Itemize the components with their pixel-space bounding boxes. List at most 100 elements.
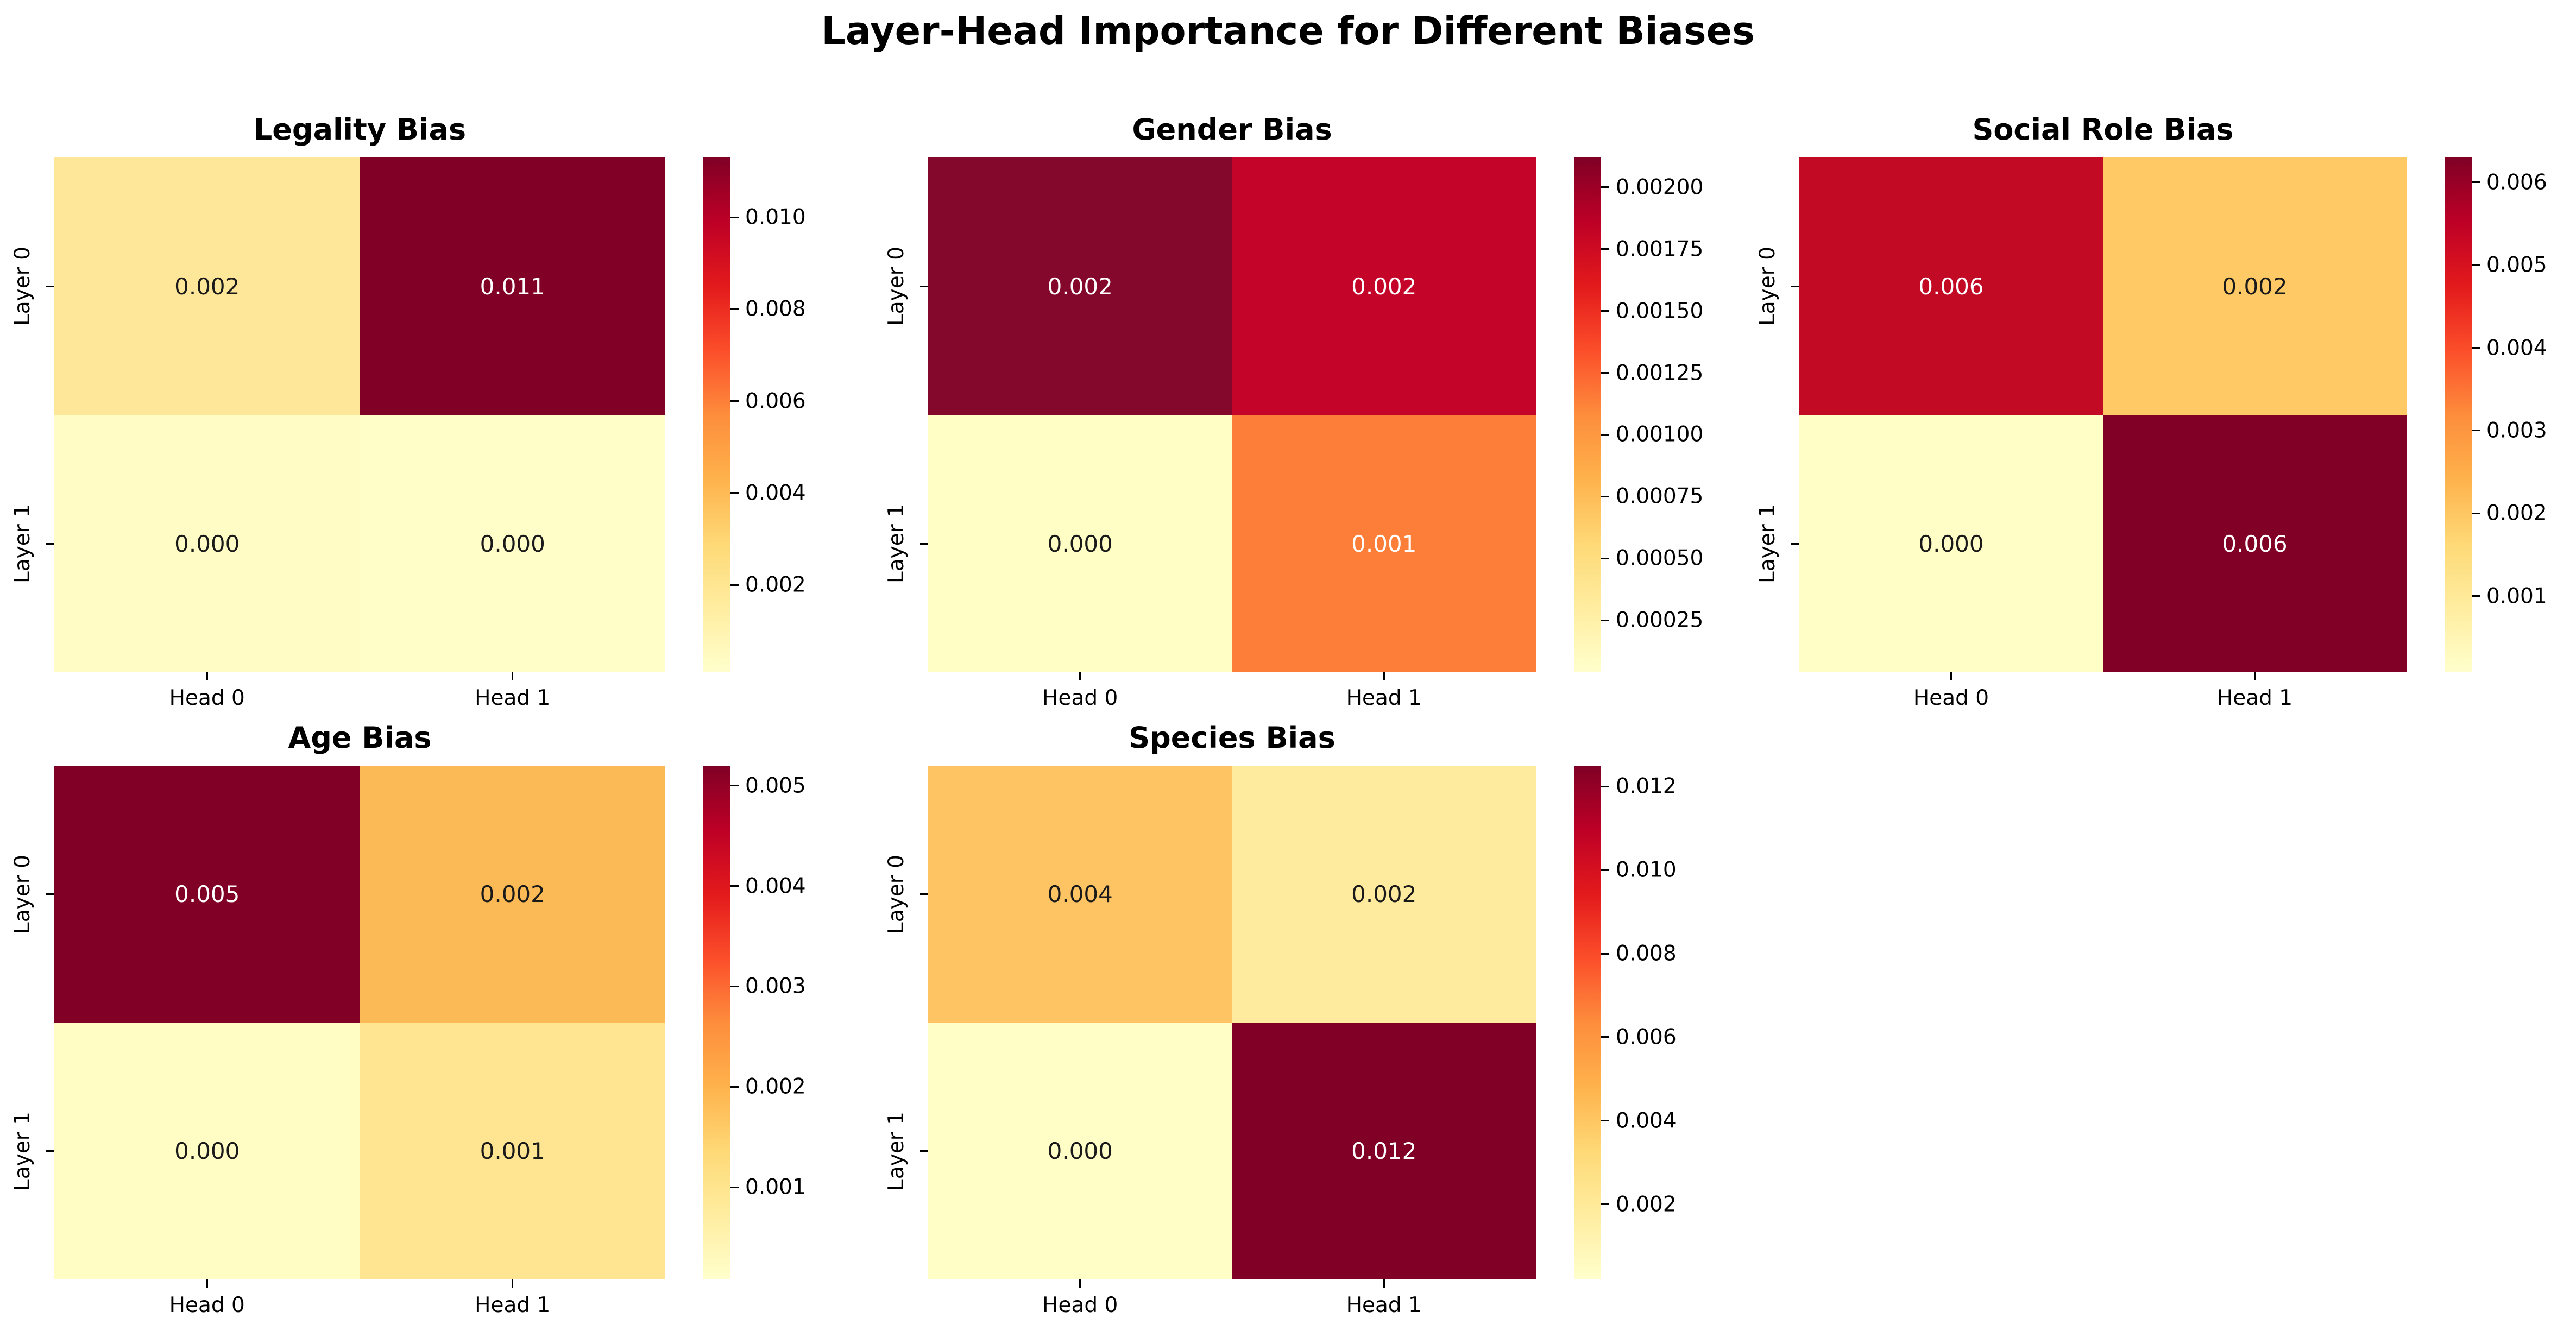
x-tick (1383, 1279, 1385, 1288)
x-axis-label: Head 0 (1042, 686, 1118, 710)
x-axis-label: Head 1 (1346, 1293, 1422, 1317)
colorbar-tick-label: 0.004 (2486, 336, 2547, 361)
colorbar-tick-label: 0.00100 (1616, 422, 1704, 447)
heatmap-cell: 0.001 (1232, 415, 1536, 672)
colorbar-tick (1601, 869, 1609, 871)
y-axis-label: Layer 1 (884, 1111, 909, 1191)
colorbar-tick-label: 0.008 (745, 297, 806, 321)
colorbar-tick (1601, 1036, 1609, 1038)
heatmap-cell: 0.000 (54, 415, 360, 672)
colorbar-social-role-bias (2445, 157, 2472, 672)
colorbar-tick-label: 0.00025 (1616, 608, 1704, 633)
colorbar-tick-label: 0.002 (1616, 1192, 1677, 1217)
heatmap-legality-bias: 0.002 0.011 0.000 0.000 (54, 157, 665, 672)
colorbar-tick-label: 0.001 (745, 1175, 806, 1200)
colorbar-tick (1601, 186, 1609, 188)
x-axis-label: Head 0 (1913, 686, 1989, 710)
colorbar-tick-label: 0.006 (1616, 1025, 1677, 1050)
heatmap-gender-bias: 0.002 0.002 0.000 0.001 (928, 157, 1536, 672)
colorbar-tick (2472, 430, 2480, 432)
heatmap-cell: 0.002 (2103, 157, 2407, 415)
colorbar-tick-label: 0.002 (745, 1074, 806, 1099)
colorbar-tick-label: 0.012 (1616, 774, 1677, 799)
y-tick (920, 285, 928, 287)
heatmap-cell: 0.011 (360, 157, 665, 415)
panel-title-legality-bias: Legality Bias (253, 112, 467, 147)
colorbar-tick (730, 985, 739, 987)
colorbar-tick-label: 0.002 (745, 572, 806, 597)
colorbar-tick-label: 0.003 (745, 974, 806, 999)
heatmap-species-bias: 0.004 0.002 0.000 0.012 (928, 766, 1536, 1279)
heatmap-cell: 0.005 (54, 766, 360, 1023)
colorbar-tick (2472, 512, 2480, 514)
colorbar-tick (1601, 248, 1609, 250)
heatmap-cell: 0.000 (1799, 415, 2103, 672)
y-axis-label: Layer 0 (884, 247, 909, 326)
colorbar-tick (1601, 785, 1609, 787)
heatmap-cell: 0.006 (2103, 415, 2407, 672)
heatmap-cell: 0.000 (54, 1023, 360, 1279)
x-tick (206, 672, 208, 680)
colorbar-species-bias (1574, 766, 1601, 1279)
x-axis-label: Head 1 (475, 1293, 551, 1317)
y-axis-label: Layer 0 (1755, 247, 1780, 326)
panel-title-social-role-bias: Social Role Bias (1972, 112, 2234, 147)
x-axis-label: Head 0 (169, 1293, 245, 1317)
x-axis-label: Head 0 (1042, 1293, 1118, 1317)
colorbar-tick-label: 0.003 (2486, 418, 2547, 443)
colorbar-tick-label: 0.005 (2486, 253, 2547, 278)
x-tick (2254, 672, 2256, 680)
colorbar-tick-label: 0.006 (745, 389, 806, 414)
colorbar-tick (1601, 310, 1609, 312)
colorbar-tick-label: 0.008 (1616, 941, 1677, 966)
heatmap-cell: 0.002 (54, 157, 360, 415)
heatmap-cell: 0.012 (1232, 1023, 1536, 1279)
colorbar-tick (1601, 953, 1609, 955)
colorbar-tick (1601, 557, 1609, 559)
y-tick (920, 1150, 928, 1152)
y-axis-label: Layer 0 (10, 854, 35, 934)
colorbar-tick-label: 0.010 (1616, 857, 1677, 882)
colorbar-tick (730, 216, 739, 218)
colorbar-tick-label: 0.00175 (1616, 237, 1704, 262)
colorbar-tick (1601, 619, 1609, 621)
y-axis-label: Layer 1 (1755, 504, 1780, 583)
heatmap-cell: 0.002 (928, 157, 1232, 415)
colorbar-tick (2472, 347, 2480, 349)
colorbar-tick (2472, 264, 2480, 266)
heatmap-cell: 0.004 (928, 766, 1232, 1023)
colorbar-tick-label: 0.004 (745, 874, 806, 899)
panel-title-age-bias: Age Bias (288, 721, 432, 755)
x-tick (1950, 672, 1952, 680)
heatmap-cell: 0.001 (360, 1023, 665, 1279)
x-tick (512, 672, 514, 680)
x-tick (1079, 1279, 1081, 1288)
colorbar-age-bias (703, 766, 730, 1279)
y-tick (1791, 543, 1799, 545)
y-tick (46, 543, 54, 545)
heatmap-cell: 0.002 (360, 766, 665, 1023)
heatmap-cell: 0.002 (1232, 157, 1536, 415)
heatmap-cell: 0.002 (1232, 766, 1536, 1023)
colorbar-gender-bias (1574, 157, 1601, 672)
colorbar-tick (730, 400, 739, 402)
y-axis-label: Layer 0 (10, 247, 35, 326)
x-axis-label: Head 1 (2216, 686, 2293, 710)
panel-title-species-bias: Species Bias (1129, 721, 1336, 755)
colorbar-tick (730, 584, 739, 586)
y-axis-label: Layer 1 (10, 1111, 35, 1191)
colorbar-tick-label: 0.00050 (1616, 546, 1704, 571)
colorbar-tick (730, 785, 739, 787)
y-tick (920, 543, 928, 545)
colorbar-tick-label: 0.00125 (1616, 361, 1704, 386)
colorbar-tick (730, 492, 739, 494)
x-tick (512, 1279, 514, 1288)
colorbar-tick (1601, 433, 1609, 436)
colorbar-tick (1601, 372, 1609, 374)
colorbar-tick (1601, 495, 1609, 497)
x-tick (1079, 672, 1081, 680)
colorbar-tick (1601, 1203, 1609, 1206)
y-axis-label: Layer 1 (884, 504, 909, 583)
y-tick (46, 1150, 54, 1152)
colorbar-tick (730, 308, 739, 310)
